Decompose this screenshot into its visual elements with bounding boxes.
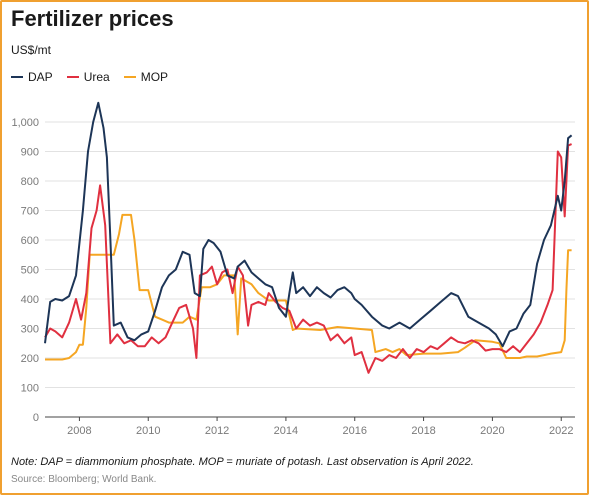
gridlines (45, 121, 575, 418)
legend-item-urea: Urea (66, 70, 110, 84)
y-tick-label: 800 (21, 176, 39, 188)
x-tick-label: 2016 (342, 425, 366, 437)
series-line-mop (45, 213, 572, 361)
legend-item-dap: DAP (11, 70, 53, 84)
legend-item-mop: MOP (123, 70, 169, 84)
legend-swatch-mop (123, 76, 136, 78)
y-tick-label: 700 (21, 206, 39, 218)
legend-label-urea: Urea (83, 70, 110, 84)
series-line-urea (44, 143, 572, 374)
x-tick-label: 2012 (205, 425, 229, 437)
chart-note: Note: DAP = diammonium phosphate. MOP = … (11, 456, 474, 468)
x-tick-label: 2022 (549, 425, 573, 437)
legend-label-mop: MOP (140, 70, 169, 84)
y-tick-label: 600 (21, 235, 39, 247)
chart-source: Source: Bloomberg; World Bank. (11, 474, 157, 485)
y-tick-label: 500 (21, 265, 39, 277)
legend: DAP Urea MOP (11, 70, 182, 84)
y-tick-label: 400 (21, 294, 39, 306)
chart-title: Fertilizer prices (11, 6, 174, 31)
x-tick-label: 2010 (136, 425, 160, 437)
y-tick-label: 300 (21, 324, 39, 336)
y-tick-label: 200 (21, 353, 39, 365)
unit-label: US$/mt (11, 43, 52, 57)
legend-swatch-dap (11, 76, 23, 78)
y-tick-label: 900 (21, 147, 39, 159)
y-tick-label: 0 (33, 412, 39, 424)
x-tick-label: 2014 (274, 425, 298, 437)
legend-swatch-urea (66, 76, 79, 78)
legend-label-dap: DAP (28, 70, 53, 84)
x-tick-label: 2008 (67, 425, 91, 437)
series-line-dap (44, 101, 573, 348)
x-axis-ticks: 2008 2010 2012 2014 2016 2018 2020 2022 (67, 417, 573, 437)
x-tick-label: 2018 (411, 425, 435, 437)
x-tick-label: 2020 (480, 425, 504, 437)
y-tick-label: 100 (21, 383, 39, 395)
y-tick-label: 1,000 (11, 117, 39, 129)
y-axis-ticks: 0 100 200 300 400 500 600 700 800 900 1,000 (11, 117, 39, 424)
series-lines (44, 101, 573, 374)
